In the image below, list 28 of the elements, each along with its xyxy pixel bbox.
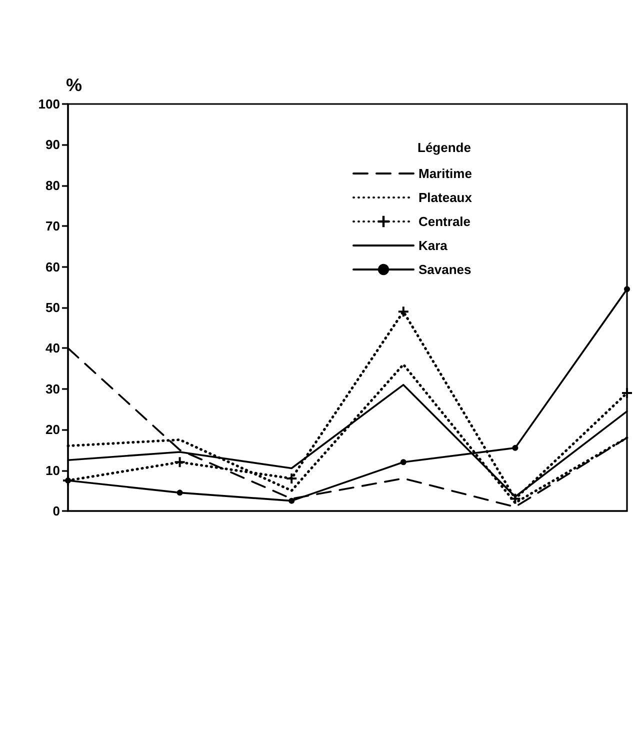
y-tick-label: 40 (46, 340, 60, 356)
y-tick-label: 30 (46, 381, 60, 396)
legend-label: Savanes (418, 262, 472, 277)
y-tick-label: 10 (46, 462, 60, 478)
point (176, 490, 183, 496)
y-tick-label: 100 (38, 96, 60, 112)
point (400, 459, 406, 466)
point (512, 444, 518, 451)
y-axis-title: % (66, 75, 82, 95)
point (288, 498, 295, 504)
y-tick-label: 60 (46, 259, 60, 274)
legend-label: Maritime (418, 166, 472, 181)
legend-label: Kara (418, 238, 448, 253)
y-tick-label: 80 (46, 178, 60, 193)
point (286, 473, 297, 484)
y-tick-label: 50 (46, 300, 60, 315)
point (622, 388, 632, 398)
legend-label: Plateaux (418, 190, 473, 205)
y-tick-label: 90 (46, 137, 60, 152)
legend-title: Légende (418, 140, 471, 155)
y-tick-label: 0 (52, 504, 60, 518)
point (624, 286, 630, 292)
legend-label: Centrale (418, 214, 471, 229)
y-tick-label: 70 (46, 218, 60, 234)
point (398, 306, 408, 317)
y-tick-label: 20 (46, 422, 60, 438)
point (510, 494, 520, 504)
point (174, 457, 185, 468)
